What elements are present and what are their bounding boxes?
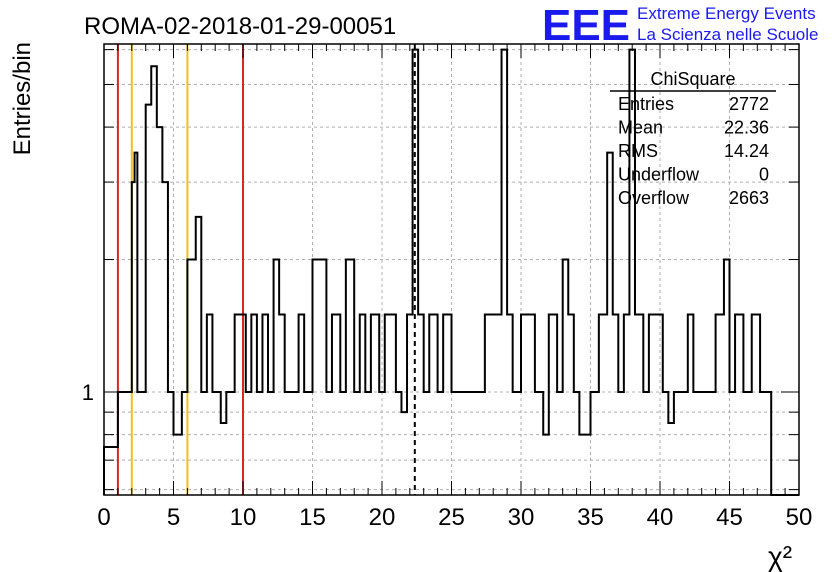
y-axis-label: Entries/bin (9, 42, 36, 155)
logo-line-2: La Scienza nelle Scuole (637, 25, 818, 44)
logo-line-1: Extreme Energy Events (637, 4, 816, 23)
x-tick-label: 25 (438, 504, 465, 531)
y-tick-label: 1 (82, 380, 94, 405)
stats-rows: Entries 2772 Mean 22.36 RMS 14.24 Underflow 0 Ov… (618, 94, 769, 208)
x-tick-label: 10 (230, 504, 257, 531)
x-tick-label: 20 (369, 504, 396, 531)
x-tick-label: 0 (97, 504, 110, 531)
x-tick-label: 15 (299, 504, 326, 531)
stats-row-label: Overflow (618, 188, 690, 208)
x-axis-ticks: 0 5 10 15 20 25 30 35 40 45 50 (97, 44, 812, 531)
histogram-step-line (103, 48, 799, 496)
histogram-series (103, 48, 799, 496)
stats-row-value: 2772 (729, 94, 769, 114)
chart-title: ROMA-02-2018-01-29-00051 (84, 13, 396, 40)
x-tick-label: 5 (167, 504, 180, 531)
stats-box-title: ChiSquare (650, 69, 735, 89)
x-tick-label: 40 (647, 504, 674, 531)
x-tick-label: 30 (508, 504, 535, 531)
stats-row-label: Entries (618, 94, 674, 114)
x-tick-label: 35 (577, 504, 604, 531)
eee-logo: EEE Extreme Energy Events La Scienza nel… (542, 1, 818, 50)
x-tick-label: 50 (786, 504, 813, 531)
grid-lines (104, 44, 799, 495)
x-axis-label: χ² (768, 541, 792, 572)
stats-row-label: RMS (618, 141, 658, 161)
stats-box: ChiSquare Entries 2772 Mean 22.36 RMS 14.24 Un… (610, 69, 776, 208)
y-axis-ticks: 1 (82, 49, 799, 491)
stats-row-value: 2663 (729, 188, 769, 208)
stats-row-value: 0 (759, 165, 769, 185)
reference-lines (116, 44, 416, 495)
stats-row-label: Mean (618, 118, 663, 138)
stats-row-value: 14.24 (724, 141, 769, 161)
x-tick-label: 45 (716, 504, 743, 531)
eee-logo-mark: EEE (542, 1, 630, 50)
stats-row-value: 22.36 (724, 118, 769, 138)
stats-row-label: Underflow (618, 165, 700, 185)
